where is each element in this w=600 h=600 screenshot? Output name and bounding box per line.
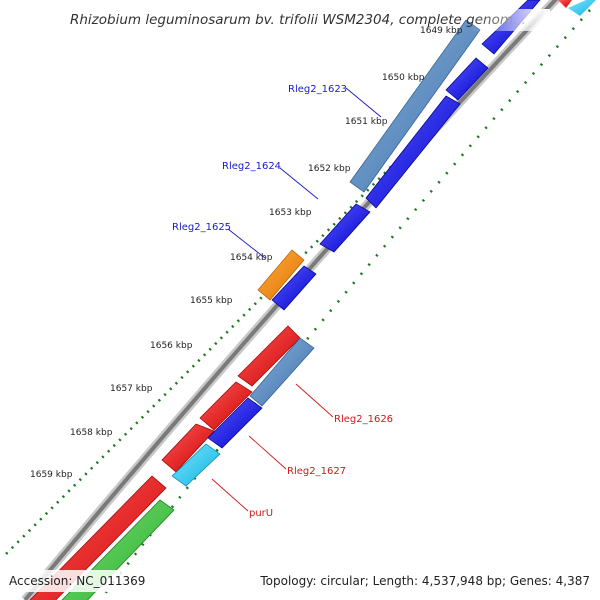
genome-summary-text: Topology: circular; Length: 4,537,948 bp…	[260, 574, 590, 588]
tick-label-1658: 1658 kbp	[70, 428, 113, 438]
leader-line-rleg2-1626	[295, 383, 334, 418]
leader-line-purU	[211, 478, 249, 512]
map-title: Rhizobium leguminosarum bv. trifolii WSM…	[70, 12, 526, 28]
tick-label-1649: 1649 kbp	[420, 26, 463, 36]
gene-red-forward-2[interactable]	[161, 423, 215, 473]
tick-labels: 1649 kbp 1650 kbp 1651 kbp 1652 kbp 1653…	[30, 26, 463, 480]
tick-label-1650: 1650 kbp	[382, 73, 425, 83]
reverse-gene-labels: Rleg2_1626 Rleg2_1627 purU	[211, 383, 393, 519]
inner-tick-track	[98, 9, 591, 600]
leader-line-rleg2-1623	[345, 87, 382, 118]
accession-text: Accession: NC_011369	[9, 574, 146, 588]
forward-gene-labels: Rleg2_1623 Rleg2_1624 Rleg2_1625	[172, 84, 382, 259]
gene-cyan-top[interactable]	[568, 0, 596, 16]
gene-label-rleg2-1624[interactable]: Rleg2_1624	[222, 161, 281, 172]
tick-label-1655: 1655 kbp	[190, 296, 233, 306]
gene-red-forward-1[interactable]	[29, 475, 167, 600]
title-fade-overlay	[470, 9, 550, 31]
forward-strand-genes	[29, 0, 572, 600]
gene-label-rleg2-1625[interactable]: Rleg2_1625	[172, 222, 231, 233]
tick-label-1657: 1657 kbp	[110, 384, 153, 394]
gene-blue-1650[interactable]	[445, 57, 489, 101]
gene-rleg2-1626[interactable]	[249, 337, 315, 407]
gene-rleg2-1627[interactable]	[207, 397, 263, 449]
tick-label-1656: 1656 kbp	[150, 341, 193, 351]
gene-purU[interactable]	[171, 443, 221, 487]
gene-red-forward-3[interactable]	[199, 381, 253, 431]
gene-rleg2-1625[interactable]	[257, 249, 305, 301]
gene-label-purU[interactable]: purU	[249, 508, 273, 519]
tick-label-1652: 1652 kbp	[308, 164, 351, 174]
tick-label-1653: 1653 kbp	[269, 208, 312, 218]
gene-label-rleg2-1627[interactable]: Rleg2_1627	[287, 466, 346, 477]
leader-line-rleg2-1625	[227, 228, 266, 259]
gene-blue-1653[interactable]	[319, 203, 371, 253]
leader-line-rleg2-1624	[279, 167, 319, 200]
tick-label-1659: 1659 kbp	[30, 470, 73, 480]
gene-red-forward-top[interactable]	[558, 0, 572, 8]
tick-label-1651: 1651 kbp	[345, 117, 388, 127]
leader-line-rleg2-1627	[248, 435, 287, 470]
gene-label-rleg2-1626[interactable]: Rleg2_1626	[334, 414, 393, 425]
gene-blue-1654[interactable]	[271, 265, 317, 311]
gene-label-rleg2-1623[interactable]: Rleg2_1623	[288, 84, 347, 95]
footer-bar	[0, 570, 600, 592]
tick-label-1654: 1654 kbp	[230, 253, 273, 263]
gene-blue-1624[interactable]	[365, 95, 461, 209]
